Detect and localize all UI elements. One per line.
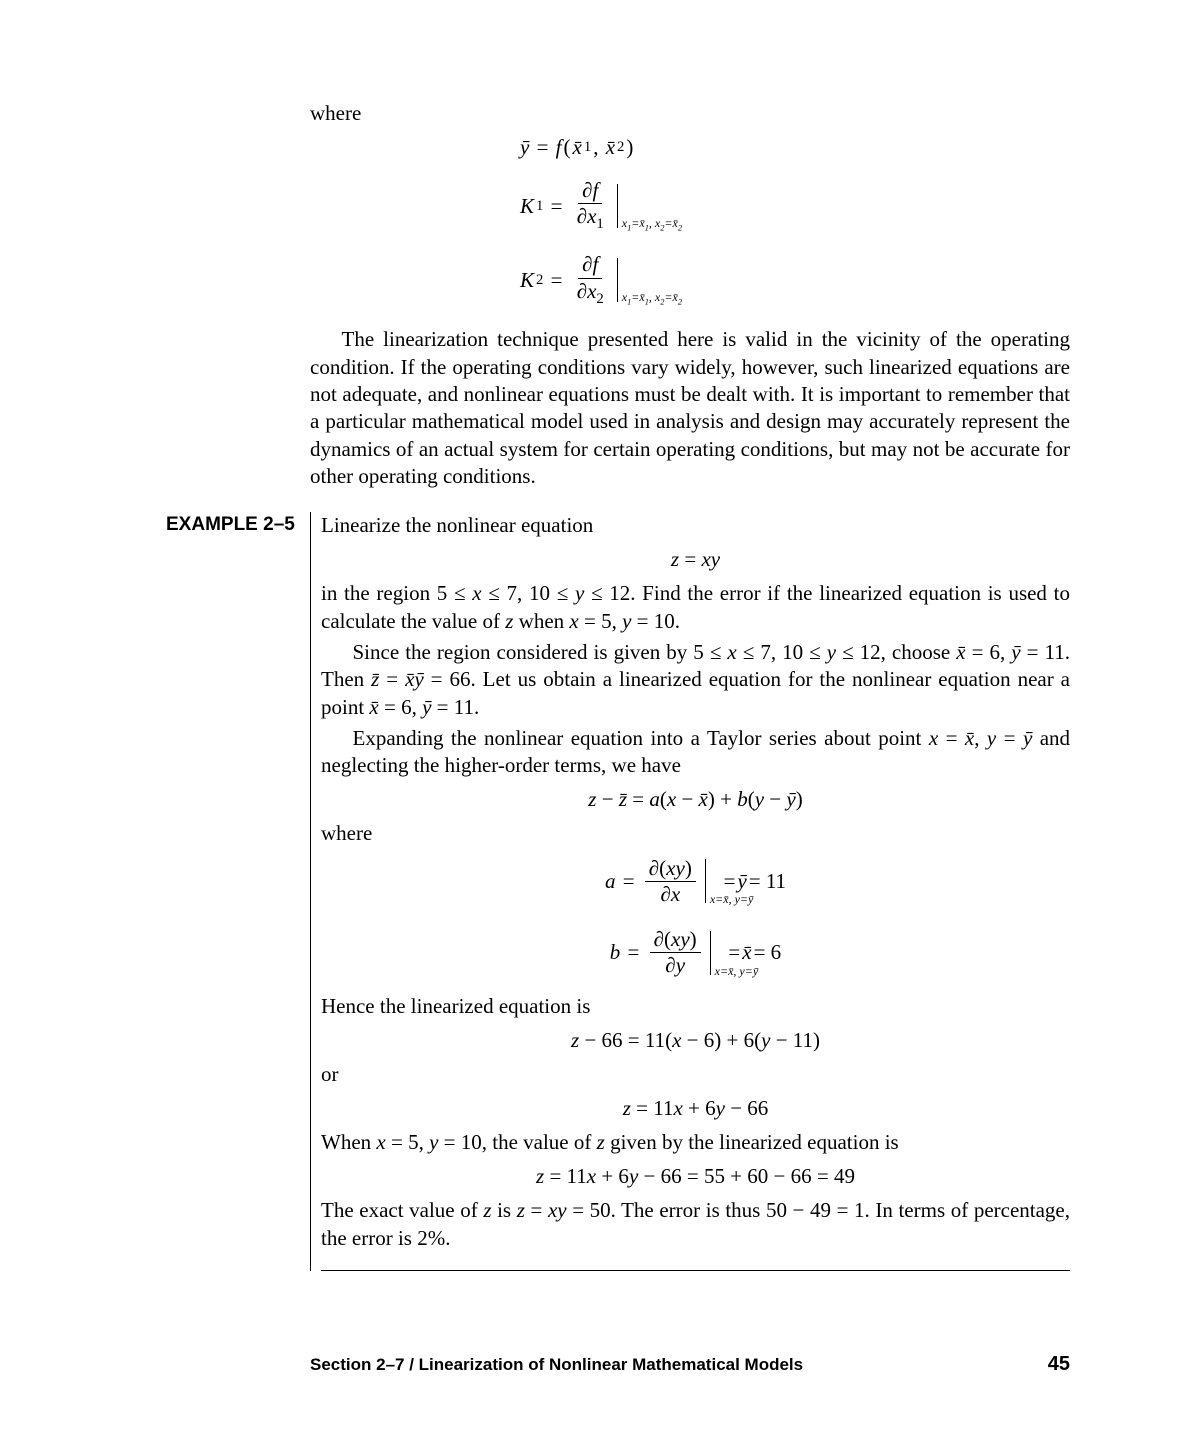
example-taylor-intro: Expanding the nonlinear equation into a … <box>321 725 1070 780</box>
eq-eval: z = 11x + 6y − 66 = 55 + 60 − 66 = 49 <box>321 1164 1070 1189</box>
page-content: where ȳ = f(x̄1, x̄2) K1 = ∂f∂x1 x1=x̄1,… <box>165 100 1070 1271</box>
hence-label: Hence the linearized equation is <box>321 993 1070 1020</box>
eq-b: b = ∂(xy)∂y x=x̄, y=ȳ = x̄ = 6 <box>610 927 781 978</box>
linearization-paragraph: The linearization technique presented he… <box>310 326 1070 490</box>
eq-linearized-1: z − 66 = 11(x − 6) + 6(y − 11) <box>321 1028 1070 1053</box>
or-label: or <box>321 1061 1070 1088</box>
eval-intro: When x = 5, y = 10, the value of z given… <box>321 1129 1070 1156</box>
eq-linearized-2: z = 11x + 6y − 66 <box>321 1096 1070 1121</box>
example-label: EXAMPLE 2–5 <box>166 512 321 1271</box>
coeff-equations: a = ∂(xy)∂x x=x̄, y=ȳ = ȳ = 11 b = ∂(xy)… <box>321 856 1070 979</box>
where-label-2: where <box>321 820 1070 847</box>
where-label-1: where <box>310 100 1070 127</box>
section-title: Section 2–7 / Linearization of Nonlinear… <box>310 1355 803 1375</box>
eq-a: a = ∂(xy)∂x x=x̄, y=ȳ = ȳ = 11 <box>605 856 786 907</box>
example-choose-point: Since the region considered is given by … <box>321 639 1070 721</box>
intro-section: where ȳ = f(x̄1, x̄2) K1 = ∂f∂x1 x1=x̄1,… <box>310 100 1070 490</box>
example-2-5: EXAMPLE 2–5 Linearize the nonlinear equa… <box>310 512 1070 1271</box>
eq-taylor: z − z̄ = a(x − x̄) + b(y − ȳ) <box>321 787 1070 812</box>
eq-k1: K1 = ∂f∂x1 x1=x̄1, x2=x̄2 <box>520 178 618 234</box>
page-number: 45 <box>1048 1353 1070 1376</box>
eq-k2: K2 = ∂f∂x2 x1=x̄1, x2=x̄2 <box>520 252 618 308</box>
page-footer: Section 2–7 / Linearization of Nonlinear… <box>310 1353 1070 1376</box>
definition-equations: ȳ = f(x̄1, x̄2) K1 = ∂f∂x1 x1=x̄1, x2=x̄… <box>310 135 1070 308</box>
error-statement: The exact value of z is z = xy = 50. The… <box>321 1197 1070 1252</box>
eq-z-equals-xy: z = xy <box>321 547 1070 572</box>
example-region: in the region 5 ≤ x ≤ 7, 10 ≤ y ≤ 12. Fi… <box>321 580 1070 635</box>
example-wrapper: EXAMPLE 2–5 Linearize the nonlinear equa… <box>310 512 1070 1271</box>
example-body: Linearize the nonlinear equation z = xy … <box>321 512 1070 1271</box>
eq-ybar: ȳ = f(x̄1, x̄2) <box>520 135 633 160</box>
example-prompt: Linearize the nonlinear equation <box>321 512 1070 539</box>
